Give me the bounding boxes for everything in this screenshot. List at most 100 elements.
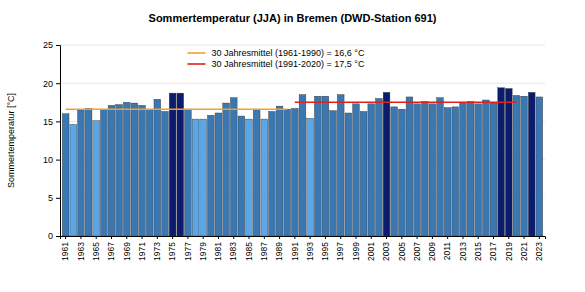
x-tick-mark — [233, 236, 234, 239]
bar — [261, 119, 268, 236]
bar — [169, 93, 176, 236]
chart: 0510152025196119631965196719691971197319… — [0, 0, 585, 292]
bar — [421, 102, 428, 236]
bar — [291, 108, 298, 236]
x-tick-label: 1997 — [335, 242, 345, 261]
x-tick: 1983 — [228, 236, 238, 261]
bar — [131, 103, 138, 236]
bar — [521, 96, 528, 236]
x-tick-mark — [96, 236, 97, 239]
x-tick: 2023 — [534, 236, 544, 261]
bar — [498, 88, 505, 236]
x-tick-mark — [187, 236, 188, 239]
x-tick-mark — [371, 236, 372, 239]
bar — [460, 102, 467, 236]
bar — [406, 97, 413, 236]
y-tick: 5 — [48, 193, 60, 203]
x-tick: 1987 — [259, 236, 269, 261]
x-tick: 1993 — [305, 236, 315, 261]
x-tick-mark — [126, 236, 127, 239]
legend: 30 Jahresmittel (1961-1990) = 16,6 °C30 … — [188, 48, 365, 69]
x-tick: 2009 — [427, 236, 437, 261]
y-tick-label: 5 — [48, 193, 53, 203]
bar — [253, 109, 260, 236]
bar — [238, 116, 245, 236]
bar — [93, 121, 100, 236]
x-tick-mark — [340, 236, 341, 239]
bar — [223, 103, 230, 236]
y-tick-mark — [56, 160, 60, 161]
y-tick-label: 0 — [48, 231, 53, 241]
bar — [185, 109, 192, 236]
grid — [60, 45, 545, 236]
bar — [475, 104, 482, 236]
x-tick-label: 2023 — [534, 242, 544, 261]
x-tick-label: 2005 — [397, 242, 407, 261]
legend-entry: 30 Jahresmittel (1991-2020) = 17,5 °C — [188, 59, 365, 69]
bar — [360, 111, 367, 236]
grid-line — [60, 45, 545, 46]
bar — [483, 100, 490, 236]
bar — [246, 119, 253, 236]
bar — [314, 96, 321, 236]
bar — [337, 95, 344, 236]
x-tick-label: 1961 — [60, 242, 70, 261]
bar — [177, 93, 184, 236]
bar — [116, 105, 123, 236]
title: Sommertemperatur (JJA) in Bremen (DWD-St… — [149, 12, 437, 24]
y-tick-label: 25 — [43, 40, 53, 50]
x-tick-label: 2021 — [519, 242, 529, 261]
bar — [330, 111, 337, 236]
x-tick: 1981 — [213, 236, 223, 261]
legend-swatch — [188, 63, 206, 65]
bar — [215, 113, 222, 236]
x-tick: 2011 — [442, 236, 452, 260]
bar — [376, 98, 383, 236]
bar — [467, 102, 474, 236]
bar — [85, 108, 92, 236]
x-tick-mark — [203, 236, 204, 239]
x-tick-label: 2011 — [442, 242, 452, 261]
x-tick-label: 2009 — [427, 242, 437, 261]
x-tick: 2015 — [473, 236, 483, 261]
x-axis-line — [61, 237, 546, 240]
x-tick-mark — [386, 236, 387, 239]
bar — [207, 115, 214, 236]
legend-swatch — [188, 52, 206, 54]
x-tick-label: 1969 — [121, 242, 131, 261]
bar — [299, 95, 306, 236]
y-tick-mark — [56, 83, 60, 84]
x-tick-label: 1999 — [351, 242, 361, 261]
x-tick-label: 1989 — [274, 242, 284, 261]
x-tick-label: 1987 — [259, 242, 269, 261]
x-tick: 1985 — [244, 236, 254, 261]
legend-entry: 30 Jahresmittel (1961-1990) = 16,6 °C — [188, 48, 365, 58]
bar — [307, 118, 314, 236]
x-tick: 1991 — [290, 236, 300, 261]
bar — [505, 89, 512, 236]
bar — [70, 124, 77, 236]
bar — [437, 98, 444, 236]
x-tick-label: 1993 — [305, 242, 315, 261]
bar — [398, 109, 405, 236]
x-tick: 2013 — [458, 236, 468, 261]
x-tick: 1965 — [91, 236, 101, 261]
x-tick-label: 1965 — [91, 242, 101, 261]
mean-line — [66, 108, 288, 110]
bar — [353, 104, 360, 236]
y-tick-label: 20 — [43, 79, 53, 89]
y-tick: 25 — [43, 40, 60, 50]
bar — [322, 96, 329, 236]
x-tick: 1997 — [335, 236, 345, 261]
x-tick: 1977 — [183, 236, 193, 261]
y-axis-title: Sommertemperatur [°C] — [6, 93, 16, 188]
x-tick-mark — [462, 236, 463, 239]
x-tick-mark — [355, 236, 356, 239]
bar — [414, 104, 421, 236]
legend-label: 30 Jahresmittel (1991-2020) = 17,5 °C — [212, 59, 365, 69]
bar — [429, 104, 436, 236]
x-tick: 1971 — [137, 236, 147, 261]
bar — [78, 110, 85, 236]
bar — [513, 95, 520, 236]
y-tick-mark — [56, 121, 60, 122]
